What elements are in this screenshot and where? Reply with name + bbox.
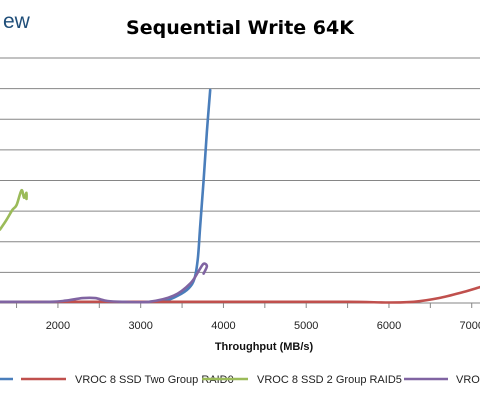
legend: VROC 8 SSD Two Group RAID0 VROC 8 SSD 2 G…	[0, 374, 480, 386]
legend-label-3: VROC 8 SSD 2 Group RAID5	[257, 374, 402, 386]
x-tick-label: 2000	[46, 320, 70, 332]
series-lines	[0, 88, 480, 304]
series-line-3	[0, 188, 28, 231]
chart-title: Sequential Write 64K	[126, 17, 355, 39]
x-tick-label: 6000	[377, 320, 401, 332]
x-tick-label: 5000	[294, 320, 318, 332]
gridlines	[0, 57, 480, 273]
legend-label-2: VROC 8 SSD Two Group RAID0	[75, 374, 234, 386]
series-line-4	[0, 262, 209, 304]
x-tick-label: 4000	[211, 320, 235, 332]
x-tick-label: 7000	[459, 320, 480, 332]
x-tick-label: 3000	[128, 320, 152, 332]
brand-fragment: ew	[3, 10, 31, 33]
x-axis-label: Throughput (MB/s)	[215, 341, 314, 353]
series-line-1	[0, 88, 212, 304]
x-tick-labels: 2000 3000 4000 5000 6000 7000	[16, 303, 480, 332]
legend-label-4: VROC	[456, 374, 480, 386]
